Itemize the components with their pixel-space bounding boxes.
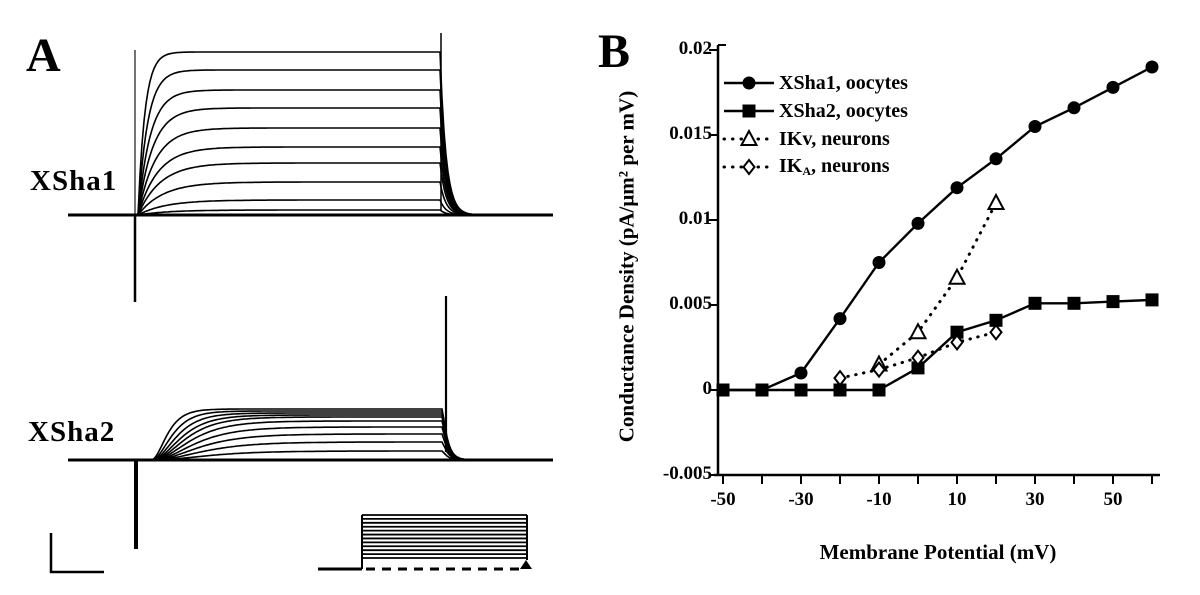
legend-label: IKA, neurons <box>779 155 890 178</box>
dotted-line-open-diamond-icon <box>722 158 776 176</box>
series-ika-neurons <box>833 323 1003 387</box>
xsha1-trace-label: XSha1 <box>30 165 118 197</box>
solid-line-filled-square-icon <box>724 104 774 118</box>
x-tick-label: -10 <box>866 489 892 510</box>
legend-item-ikv-neurons: IKv, neurons <box>722 125 908 153</box>
x-tick-label: 10 <box>947 489 967 510</box>
x-tick-label: -30 <box>788 489 814 510</box>
legend-item-ika-neurons: IKA, neurons <box>722 153 908 181</box>
y-tick-label: 0 <box>702 378 713 399</box>
series-xsha2-oocytes <box>716 293 1159 397</box>
dotted-line-open-triangle-icon <box>722 128 776 146</box>
panel-a-label: A <box>26 29 61 82</box>
legend-item-xsha2-oocytes: XSha2, oocytes <box>722 97 908 125</box>
scale-bar <box>49 533 104 574</box>
y-tick-label: -0.005 <box>662 463 712 484</box>
x-tick-label: -50 <box>710 489 736 510</box>
legend-item-xsha1-oocytes: XSha1, oocytes <box>722 69 908 97</box>
y-tick-label: 0.015 <box>669 123 712 144</box>
chart-legend: XSha1, oocytes XSha2, oocytes IKv, neurons… <box>722 69 908 181</box>
legend-label: XSha1, oocytes <box>779 71 908 94</box>
xsha2-trace-label: XSha2 <box>28 416 116 448</box>
traces-xsha2 <box>68 296 553 549</box>
x-axis-title: Membrane Potential (mV) <box>819 540 1057 564</box>
x-tick-label: 30 <box>1025 489 1045 510</box>
legend-label: XSha2, oocytes <box>779 99 908 122</box>
y-tick-label: 0.01 <box>678 208 712 229</box>
traces-xsha1 <box>68 33 553 302</box>
y-tick-label: 0.005 <box>669 293 712 314</box>
x-tick-label: 50 <box>1103 489 1123 510</box>
protocol-arrowhead <box>520 560 532 569</box>
series-ikv-neurons <box>869 192 1006 372</box>
solid-line-filled-circle-icon <box>724 76 774 90</box>
panel-b-label: B <box>598 25 631 78</box>
plot-axes <box>709 44 1160 484</box>
voltage-protocol <box>318 514 532 571</box>
y-axis-title: Conductance Density (pA/μm² per mV) <box>614 90 639 443</box>
y-tick-label: 0.02 <box>678 38 712 59</box>
legend-label: IKv, neurons <box>779 127 890 150</box>
